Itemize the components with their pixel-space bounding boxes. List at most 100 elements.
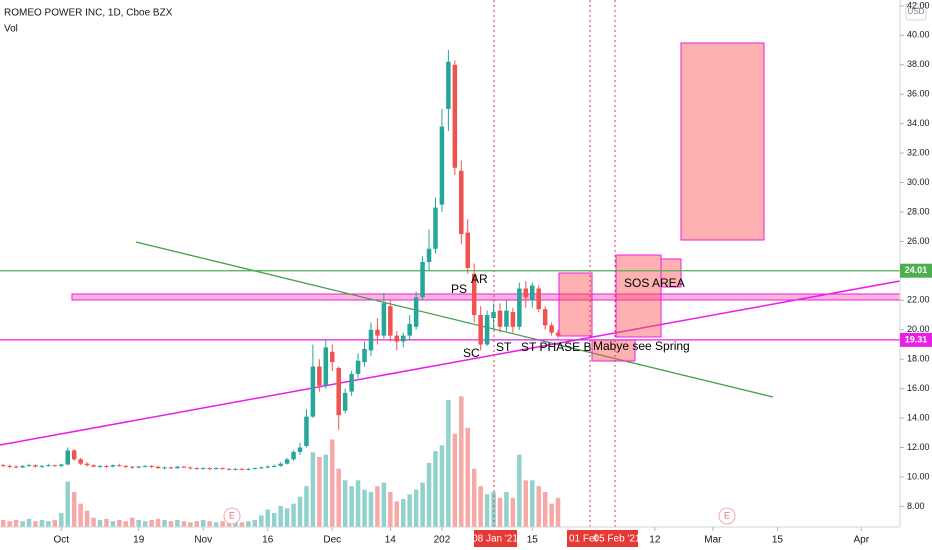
date-badge-label: 08 Jan '21 <box>472 534 518 545</box>
candle-body <box>439 126 445 205</box>
candle-body <box>497 310 503 327</box>
volume-bar <box>71 492 77 527</box>
volume-bar <box>491 492 496 527</box>
candle-body <box>362 348 367 363</box>
candle-body <box>252 468 258 470</box>
volume-bar <box>336 468 341 527</box>
earnings-marker[interactable] <box>718 507 736 525</box>
candle-body <box>530 285 535 301</box>
volume-bar <box>484 494 490 527</box>
candle-body <box>155 466 161 469</box>
volume-bar <box>26 518 32 527</box>
x-tick-label: Nov <box>194 535 212 546</box>
candle-body <box>291 451 296 460</box>
volume-bar <box>188 522 193 527</box>
volume-bar <box>304 486 309 527</box>
x-tick-label: 12 <box>649 535 661 546</box>
currency: USD <box>908 7 925 16</box>
time-axis <box>0 527 932 550</box>
candle-body <box>342 393 348 411</box>
volume-bar <box>130 517 135 527</box>
volume-bar <box>555 497 561 527</box>
volume-bar <box>471 468 477 527</box>
volume-label: Vol <box>4 24 18 35</box>
candle-body <box>97 465 103 467</box>
volume-bar <box>20 521 25 527</box>
volume-bar <box>7 521 12 527</box>
volume-bar <box>465 427 470 527</box>
candle-body <box>181 466 187 468</box>
candle-body <box>420 262 425 298</box>
candle-body <box>65 450 70 465</box>
volume-bar <box>78 503 83 527</box>
candle-body <box>20 465 25 468</box>
x-tick-label: Apr <box>854 535 870 546</box>
annotations: PS AR SC ST ST PHASE B SOS AREA Mabye se… <box>451 272 690 360</box>
date-badge-label: 01 Feb '21 <box>569 534 616 545</box>
candle-body <box>175 466 180 469</box>
candle-body <box>91 465 96 467</box>
y-tick-label: 8.00 <box>907 501 925 511</box>
y-tick-label: 32.00 <box>907 147 930 157</box>
candle-body <box>200 468 206 470</box>
candle-body <box>536 288 541 310</box>
x-tick-label: Oct <box>54 535 70 546</box>
y-tick-label: 34.00 <box>907 118 930 128</box>
annotation: ST PHASE B <box>521 340 591 354</box>
volume-bar <box>213 522 219 527</box>
earnings-label: E <box>229 510 235 520</box>
y-tick-label: 10.00 <box>907 471 930 481</box>
y-tick-label: 42.00 <box>907 0 930 10</box>
volume-bar <box>33 521 38 527</box>
annotation: SC <box>463 346 480 360</box>
volume-bar <box>168 521 174 527</box>
volume-bar <box>175 520 180 527</box>
candle-body <box>323 347 329 386</box>
candle-body <box>259 467 264 469</box>
earnings-label: E <box>724 510 730 520</box>
candle-body <box>142 465 148 467</box>
y-tick-label: 38.00 <box>907 59 930 69</box>
price-label-box <box>900 263 932 278</box>
candle-body <box>136 466 141 468</box>
volume-bar <box>497 497 503 527</box>
volume-bar <box>355 480 361 527</box>
price-label: 19.31 <box>905 334 928 344</box>
volume-bar <box>452 433 458 527</box>
candle-body <box>213 468 219 470</box>
currency-box[interactable] <box>905 3 927 21</box>
candle-body <box>104 465 109 467</box>
candle-body <box>162 467 167 469</box>
price-label-box <box>900 332 932 347</box>
candle-body <box>265 466 270 468</box>
candle-body <box>542 309 548 326</box>
volume-bar <box>0 520 6 527</box>
date-badge <box>597 530 638 547</box>
x-tick-label: 16 <box>262 535 274 546</box>
x-tick-label: Mar <box>704 535 722 546</box>
candle-body <box>149 465 154 467</box>
candle-body <box>284 459 290 464</box>
candle-body <box>426 248 432 263</box>
earnings: E E <box>223 507 736 525</box>
resistance-band <box>71 293 901 301</box>
date-badge-label: 05 Feb '21 <box>594 534 641 545</box>
volume-bar <box>142 521 148 527</box>
date-badges: 08 Jan '21 01 Feb '21 05 Feb '21 <box>472 530 641 547</box>
candle-body <box>375 329 380 336</box>
volume-bar <box>323 454 329 527</box>
volume-bar <box>342 480 348 527</box>
candle-body <box>168 467 174 469</box>
candle-body <box>310 366 316 417</box>
candle-body <box>446 61 451 109</box>
annotation: AR <box>471 272 488 286</box>
volume-bar <box>13 520 19 527</box>
candle-body <box>394 335 400 342</box>
candle-body <box>407 323 412 336</box>
candle-body <box>26 465 32 467</box>
earnings-marker[interactable] <box>223 507 241 525</box>
y-tick-label: 22.00 <box>907 295 930 305</box>
candle-body <box>71 450 77 460</box>
candle-body <box>297 447 303 452</box>
price-label: 24.01 <box>905 265 928 275</box>
